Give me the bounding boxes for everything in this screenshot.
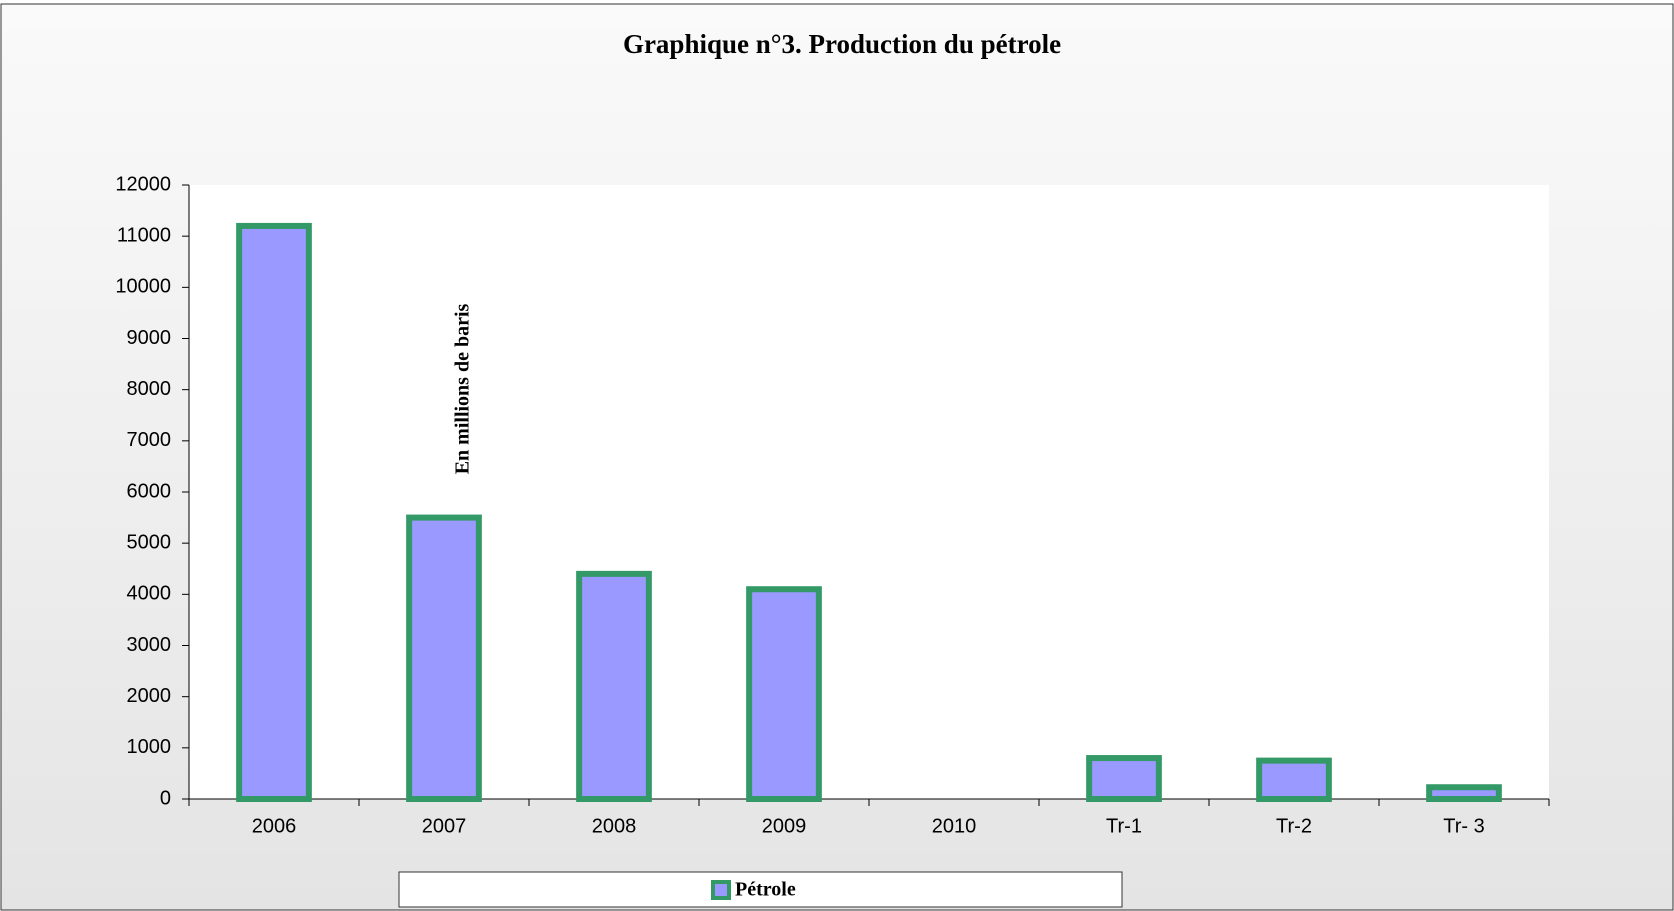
bar (576, 570, 652, 802)
y-tick-label: 10000 (115, 276, 171, 298)
y-tick-label: 1000 (127, 736, 172, 758)
y-tick-label: 7000 (127, 429, 172, 451)
y-tick-label: 6000 (127, 480, 172, 502)
y-tick-label: 3000 (127, 634, 172, 656)
y-tick-label: 4000 (127, 583, 172, 605)
plot-area (189, 185, 1549, 799)
bar (1426, 784, 1502, 803)
bar (236, 222, 312, 802)
bar (1256, 757, 1332, 802)
legend-swatch (711, 880, 731, 900)
x-tick-label: 2006 (252, 815, 297, 837)
y-tick-label: 9000 (127, 327, 172, 349)
x-tick-label: Tr-2 (1276, 815, 1312, 837)
y-tick-label: 12000 (115, 173, 171, 195)
y-tick-label: 8000 (127, 378, 172, 400)
legend-label: Pétrole (735, 879, 796, 901)
bar (406, 514, 482, 802)
y-tick-label: 5000 (127, 531, 172, 553)
annotation: En millions de baris (452, 303, 474, 474)
y-tick-label: 0 (160, 787, 171, 809)
bar (746, 586, 822, 803)
x-tick-label: 2007 (422, 815, 467, 837)
x-tick-label: 2009 (762, 815, 807, 837)
chart-title: Graphique n°3. Production du pétrole (623, 29, 1061, 59)
y-tick-label: 11000 (117, 224, 171, 246)
x-tick-label: Tr-1 (1106, 815, 1142, 837)
legend-box (398, 871, 1123, 908)
x-tick-label: 2010 (932, 815, 977, 837)
x-tick-label: 2008 (592, 815, 637, 837)
bar (1086, 755, 1162, 802)
y-tick-label: 2000 (127, 685, 172, 707)
x-tick-label: Tr- 3 (1443, 815, 1484, 837)
